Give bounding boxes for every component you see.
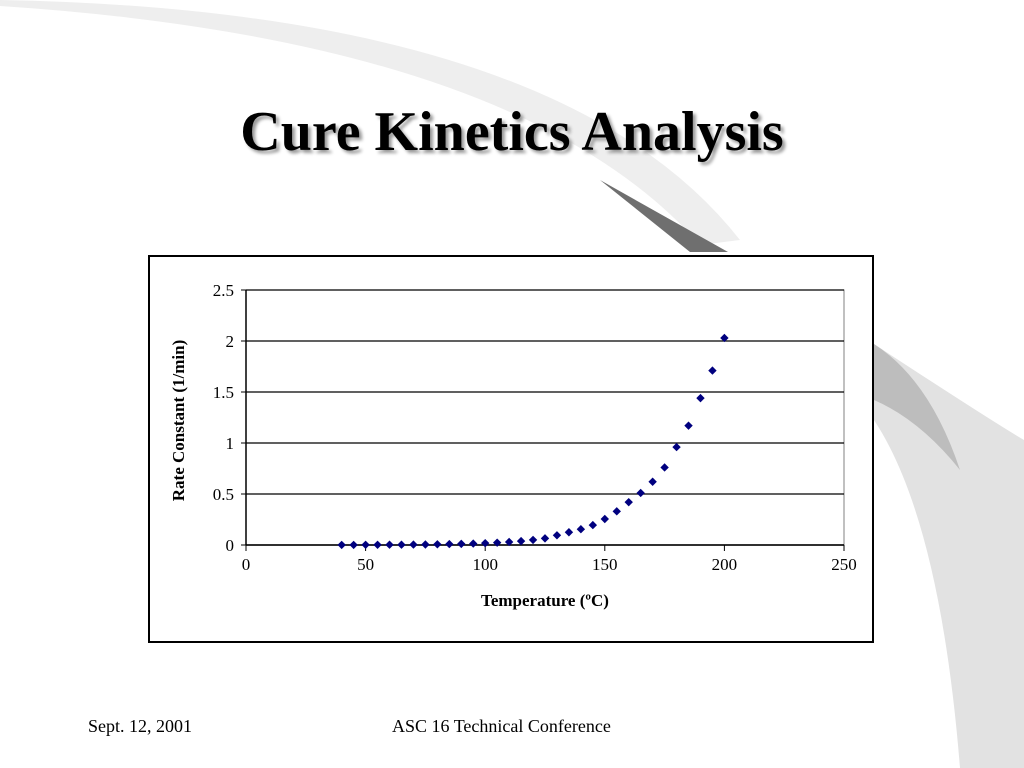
footer-conference: ASC 16 Technical Conference xyxy=(392,716,611,736)
y-tick-label: 2.5 xyxy=(213,281,234,300)
data-point xyxy=(397,540,406,549)
data-point xyxy=(349,540,358,550)
data-point xyxy=(540,534,550,543)
x-tick-label: 0 xyxy=(242,555,251,574)
data-point xyxy=(720,333,729,343)
data-point xyxy=(552,531,562,540)
plot-area xyxy=(245,289,845,546)
x-tick-label: 100 xyxy=(472,555,498,574)
data-point xyxy=(624,497,633,507)
background-swoosh-shade xyxy=(874,344,960,470)
x-tick-label: 200 xyxy=(712,555,738,574)
x-tick-label: 150 xyxy=(592,555,618,574)
data-point xyxy=(445,539,454,549)
y-axis-title: Rate Constant (1/min) xyxy=(169,340,188,502)
background-swoosh-light xyxy=(874,344,1024,768)
slide-title: Cure Kinetics Analysis xyxy=(240,101,784,163)
data-point xyxy=(636,488,645,498)
data-point xyxy=(588,520,598,530)
data-point xyxy=(528,535,538,545)
data-point xyxy=(385,540,394,549)
y-tick-label: 0.5 xyxy=(213,485,234,504)
data-point xyxy=(361,540,370,549)
rate-constant-scatter-chart: 0 0.5 1 1.5 2 2.5 0 50 100 150 200 250 Temperature (… xyxy=(169,281,857,610)
data-point xyxy=(337,540,346,550)
data-point xyxy=(433,540,442,549)
data-point xyxy=(696,393,705,403)
data-point xyxy=(600,514,609,524)
data-point xyxy=(708,366,717,375)
background-swoosh-dark xyxy=(600,180,728,252)
data-point xyxy=(516,536,526,546)
data-point xyxy=(612,507,621,516)
background-arc xyxy=(0,0,740,245)
x-tick-label: 50 xyxy=(357,555,374,574)
data-point xyxy=(672,442,681,452)
chart-frame: 0 0.5 1 1.5 2 2.5 0 50 100 150 200 250 Temperature (… xyxy=(148,255,874,643)
footer-date: Sept. 12, 2001 xyxy=(88,716,193,736)
data-point xyxy=(469,539,478,548)
y-tick-label: 2 xyxy=(226,332,235,351)
data-point xyxy=(576,524,586,534)
data-point xyxy=(660,463,669,472)
data-point xyxy=(481,538,490,548)
x-tick-label: 250 xyxy=(831,555,857,574)
data-point xyxy=(684,421,693,430)
data-point xyxy=(457,539,466,549)
y-tick-label: 0 xyxy=(226,536,235,555)
data-point xyxy=(421,540,430,549)
y-tick-label: 1 xyxy=(226,434,235,453)
data-point xyxy=(409,540,418,549)
data-point xyxy=(648,477,657,486)
x-axis-title: Temperature (ºC) xyxy=(481,591,609,610)
data-point xyxy=(373,540,382,549)
data-point xyxy=(564,528,574,537)
y-tick-label: 1.5 xyxy=(213,383,234,402)
